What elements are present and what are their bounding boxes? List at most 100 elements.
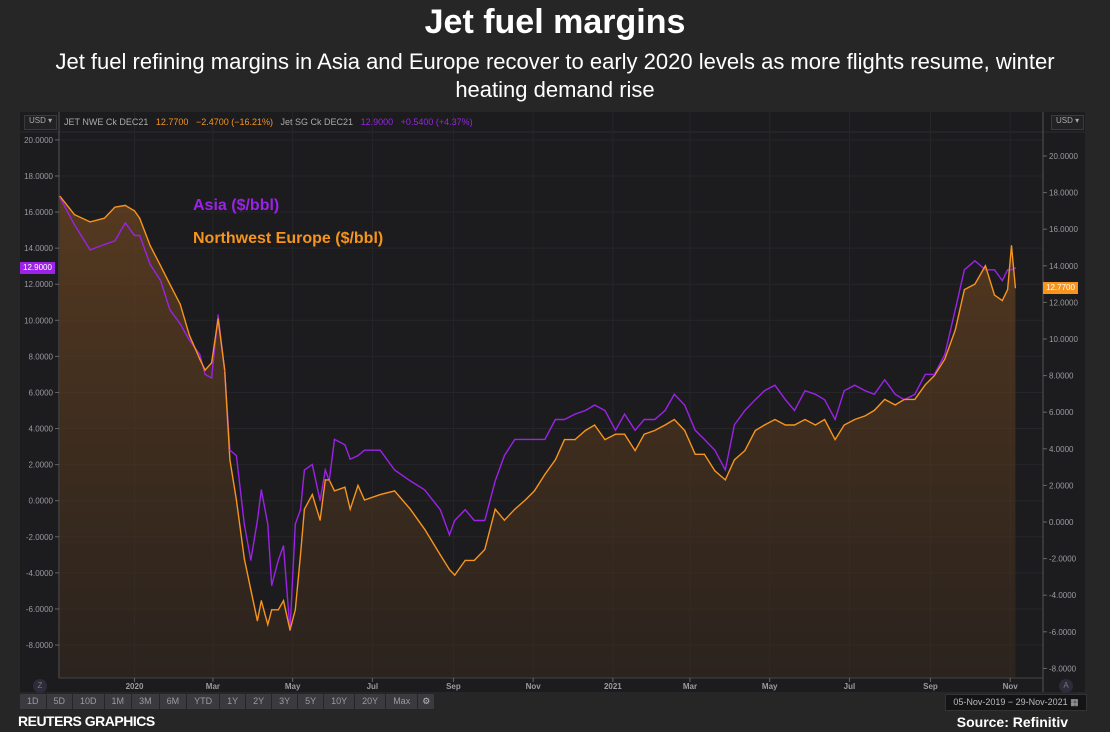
right-tick-label: 16.0000 (1049, 225, 1078, 234)
asia-data-point (804, 390, 806, 392)
left-tick-label: 8.0000 (29, 352, 54, 361)
nwe-data-point (963, 289, 966, 291)
asia-data-point (124, 222, 126, 224)
nwe-data-point (814, 424, 817, 426)
nwe-data-point (229, 459, 231, 461)
nwe-data-point (217, 318, 219, 320)
range-1y-button[interactable]: 1Y (220, 694, 246, 709)
nwe-data-point (243, 558, 245, 560)
asia-data-point (256, 519, 258, 522)
chart-title: Jet fuel margins (424, 3, 686, 41)
range-10y-button[interactable]: 10Y (324, 694, 355, 709)
range-20y-button[interactable]: 20Y (355, 694, 386, 709)
asia-data-point (574, 413, 576, 415)
range-1m-button[interactable]: 1M (104, 694, 132, 709)
range-6m-button[interactable]: 6M (159, 694, 187, 709)
nwe-data-point (1010, 245, 1013, 247)
legend-asia: Asia ($/bbl) (193, 197, 280, 214)
asia-data-point (614, 429, 617, 431)
nwe-data-point (139, 217, 141, 219)
asia-data-point (673, 393, 675, 395)
nwe-data-point (73, 214, 75, 216)
nwe-data-point (894, 404, 896, 406)
range-ytd-button[interactable]: YTD (187, 694, 220, 709)
right-tick-label: 6.0000 (1049, 408, 1074, 417)
asia-data-point (319, 500, 321, 502)
range-max-button[interactable]: Max (386, 694, 418, 709)
left-currency-dropdown[interactable]: USD ▾ (24, 115, 58, 130)
x-tick-label: Sep (446, 682, 461, 691)
asia-data-point (1007, 269, 1009, 271)
asia-data-point (784, 399, 787, 401)
asia-data-point (963, 269, 966, 271)
asia-data-point (643, 418, 645, 421)
left-tick-label: 10.0000 (24, 316, 53, 325)
right-tick-label: -2.0000 (1049, 555, 1077, 564)
range-5d-button[interactable]: 5D (46, 694, 73, 709)
nwe-data-point (684, 429, 686, 432)
asia-data-point (1014, 267, 1017, 269)
asia-data-point (714, 449, 716, 451)
calendar-icon: ▦ (1070, 697, 1079, 707)
right-tick-label: 12.0000 (1049, 298, 1078, 307)
range-5y-button[interactable]: 5Y (298, 694, 324, 709)
asia-data-point (933, 373, 936, 375)
nwe-series-name: JET NWE Ck DEC21 (64, 117, 149, 127)
asia-data-point (834, 418, 836, 421)
range-3m-button[interactable]: 3M (132, 694, 159, 709)
asia-data-point (924, 373, 926, 375)
x-tick-label: 2021 (604, 682, 622, 691)
asia-data-point (271, 584, 273, 587)
asia-data-point (139, 234, 141, 237)
left-tick-label: 6.0000 (29, 388, 54, 397)
nwe-data-point (333, 490, 336, 492)
asia-data-point (229, 449, 231, 451)
asia-data-point (634, 429, 636, 431)
asia-data-point (294, 523, 296, 525)
nwe-data-point (409, 508, 411, 510)
asia-data-point (533, 438, 536, 440)
nwe-data-point (160, 265, 162, 267)
nwe-data-point (754, 429, 756, 432)
nwe-data-point (204, 369, 206, 371)
nwe-data-point (1007, 289, 1009, 291)
asia-data-point (282, 545, 285, 547)
asia-data-point (584, 409, 587, 412)
x-tick-label: Sep (923, 682, 938, 691)
right-currency-dropdown[interactable]: USD ▾ (1051, 115, 1085, 130)
x-tick-label: Nov (526, 682, 542, 691)
nwe-data-point (514, 508, 516, 510)
range-1d-button[interactable]: 1D (20, 694, 46, 709)
nwe-data-point (834, 439, 836, 441)
nwe-data-point (494, 508, 496, 510)
x-tick-label: Nov (1003, 682, 1019, 691)
right-tick-label: 0.0000 (1049, 518, 1074, 527)
asia-data-point (344, 444, 346, 446)
nwe-data-point (379, 494, 381, 496)
asia-data-point (984, 269, 987, 271)
asia-data-point (993, 269, 996, 271)
asia-data-point (733, 424, 736, 426)
range-2y-button[interactable]: 2Y (246, 694, 272, 709)
asia-data-point (544, 438, 546, 440)
asia-data-point (149, 263, 151, 265)
date-range-picker[interactable]: 05-Nov-2019 − 29-Nov-2021 ▦ (945, 694, 1087, 711)
x-tick-label: 2020 (126, 682, 144, 691)
zoom-reset-button[interactable]: Z (33, 679, 47, 693)
auto-scale-button[interactable]: A (1059, 679, 1073, 693)
left-tick-label: 0.0000 (29, 497, 54, 506)
nwe-data-point (324, 479, 326, 481)
range-10d-button[interactable]: 10D (73, 694, 104, 709)
nwe-data-point (724, 479, 726, 481)
nwe-data-point (439, 554, 441, 556)
nwe-data-point (169, 283, 171, 285)
asia-data-point (260, 489, 262, 491)
asia-data-point (854, 384, 856, 386)
nwe-data-point (614, 433, 617, 435)
range-3y-button[interactable]: 3Y (272, 694, 298, 709)
gear-icon[interactable]: ⚙ (418, 694, 435, 709)
asia-data-point (824, 399, 826, 401)
asia-data-point (235, 455, 237, 457)
nwe-data-point (654, 429, 656, 432)
nwe-data-point (114, 206, 116, 208)
